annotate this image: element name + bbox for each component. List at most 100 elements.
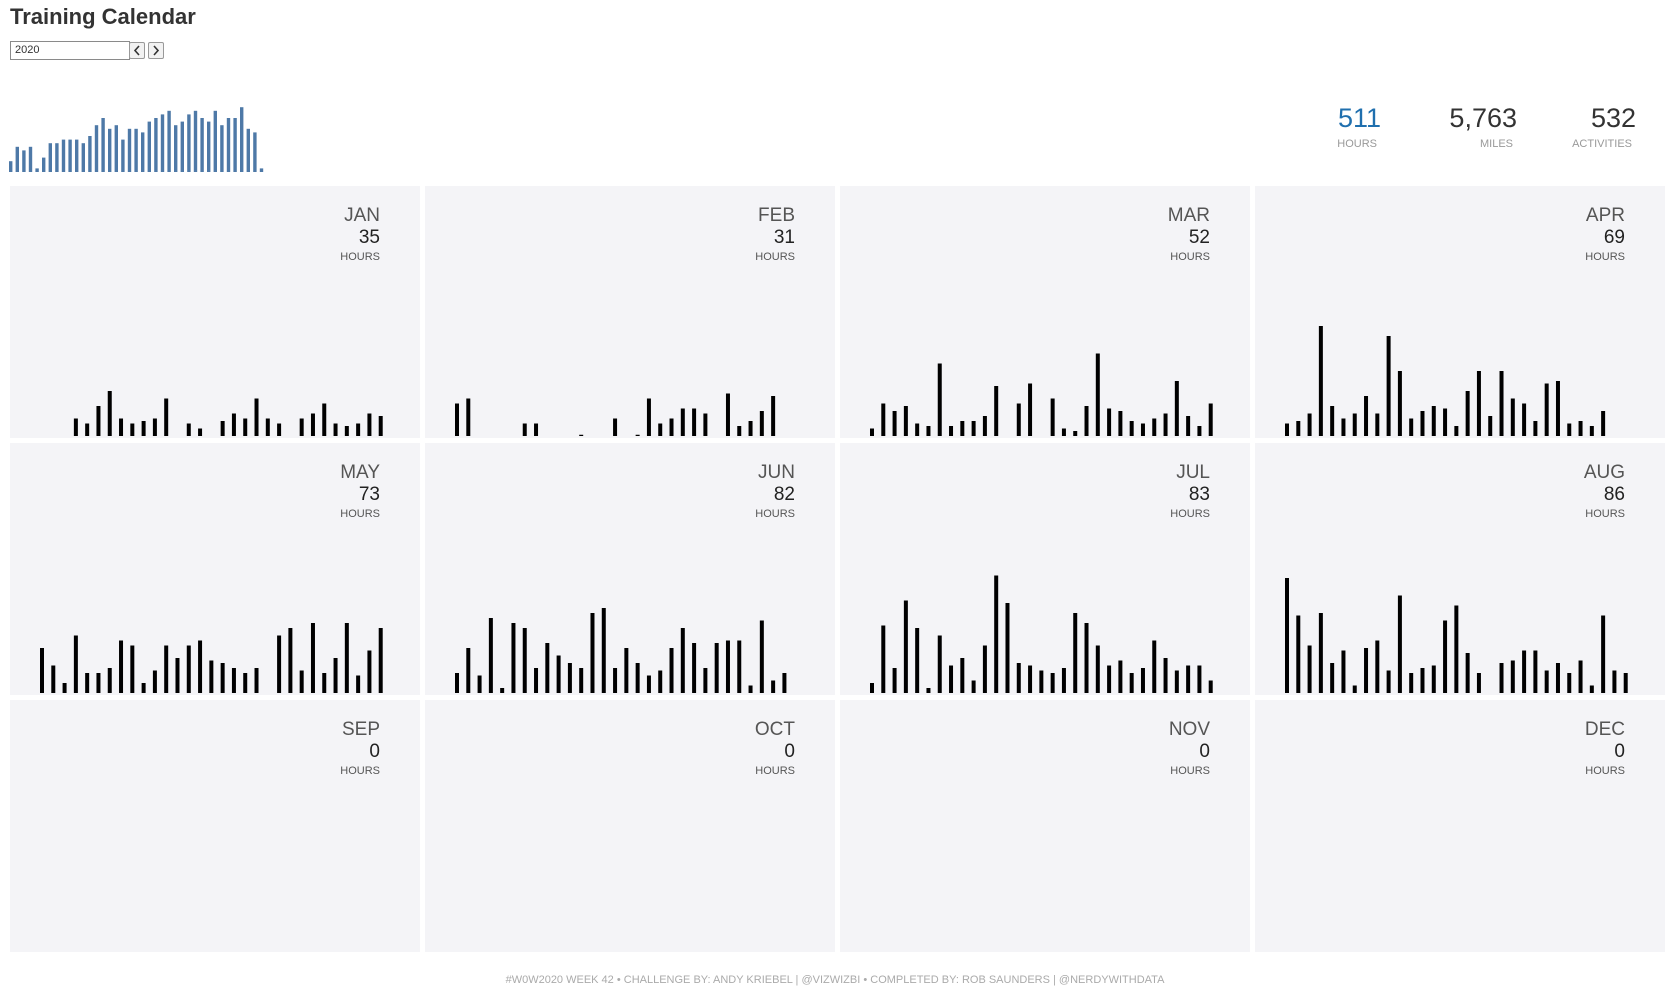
bar [1039,670,1044,693]
month-name: FEB [758,205,795,226]
footer: #W0W2020 WEEK 42 • CHALLENGE BY: ANDY KR… [506,974,1165,986]
month-panel [10,443,420,695]
bar [522,628,527,693]
month-panel [1255,186,1665,438]
bar [231,413,236,436]
bar [322,673,327,693]
month-total: 83 [1189,484,1210,505]
month-panel [10,700,420,952]
bar [73,635,78,693]
bar [960,421,965,436]
bar [378,416,383,436]
bar [1499,663,1504,693]
bar [1174,670,1179,693]
bar [1601,411,1606,436]
bar [1443,620,1448,693]
bar [567,663,572,693]
bar [378,628,383,693]
bar [870,428,874,436]
bar [167,110,171,172]
bar [226,118,231,172]
bar [344,426,349,436]
bar [193,110,198,172]
bar [94,125,99,172]
bar [1061,428,1066,436]
bar [1174,381,1179,436]
bar [73,418,78,436]
bar [455,673,459,693]
bar [35,168,39,172]
bar [114,125,118,172]
bar [1499,371,1504,436]
bar [881,625,886,693]
bar [892,668,897,693]
prev-year-button[interactable] [129,42,145,59]
bar [180,121,184,172]
bar [220,125,224,172]
bar [1465,391,1470,436]
bar [1386,336,1391,436]
bar [246,128,250,172]
bar [207,121,211,172]
bar [1084,623,1089,693]
bar [154,118,158,172]
bar [1397,371,1402,436]
bar [310,413,315,436]
bar [198,640,203,693]
month-name: JUN [758,462,795,483]
bar [81,143,85,172]
bar [88,136,92,172]
bar [982,645,987,693]
bar [1296,421,1301,436]
bar [1522,650,1527,693]
bar [1140,668,1145,693]
bar [534,423,539,436]
next-year-button[interactable] [148,42,164,59]
month-total: 0 [1199,741,1210,762]
bar [680,408,685,436]
bar [48,143,52,172]
bar [187,114,191,172]
kpi-label: ACTIVITIES [1572,138,1632,150]
bar [15,146,19,172]
bar [1488,416,1493,436]
bar [748,421,753,436]
bar [1107,665,1112,693]
month-panel [425,186,835,438]
bar [51,665,56,693]
bar [1375,413,1380,436]
month-panel [840,700,1250,952]
bar [926,688,931,693]
bar [881,403,886,436]
month-name: APR [1586,205,1625,226]
bar [243,673,248,693]
month-total: 86 [1604,484,1625,505]
month-total-label: HOURS [1170,765,1210,777]
bar [1050,398,1055,436]
bar [725,640,730,693]
bar [971,421,976,436]
bar [748,685,753,693]
kpi-label: HOURS [1337,138,1377,150]
bar [130,423,135,436]
bar [200,118,204,172]
bar [1476,371,1481,436]
bar [903,600,908,693]
bar [1118,660,1123,693]
bar [1318,613,1323,693]
bar [737,640,742,693]
bar [1296,615,1301,693]
bar [1107,408,1112,436]
bar [1341,650,1346,693]
bar [333,658,338,693]
bar [220,421,225,436]
bar [579,434,584,436]
bar [1386,670,1391,693]
kpi-value: 511 [1338,103,1381,133]
bar [915,423,920,436]
bar [22,150,26,172]
bar [545,643,550,693]
month-total-label: HOURS [1585,508,1625,520]
bar [937,363,942,436]
year-input[interactable]: 2020 [10,41,130,60]
